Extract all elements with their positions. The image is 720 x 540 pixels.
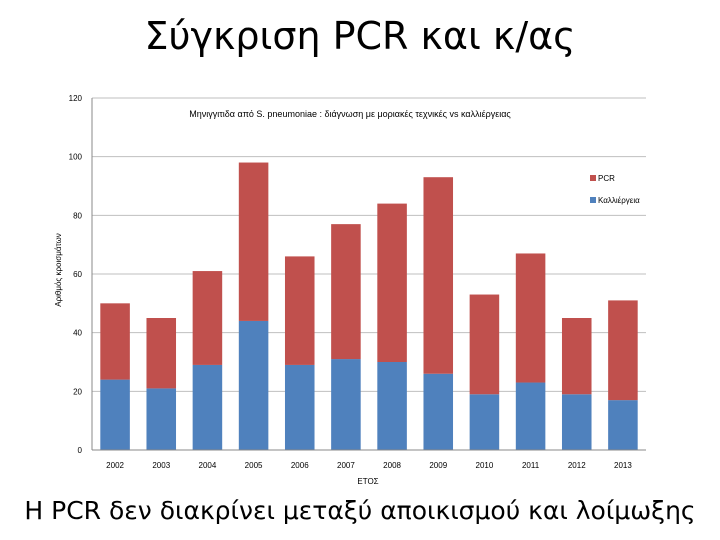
legend-swatch xyxy=(590,175,596,181)
y-axis-label: Αριθμός κροισμάτων xyxy=(54,233,63,307)
x-tick-label: 2011 xyxy=(522,461,540,470)
legend-swatch xyxy=(590,197,596,203)
y-tick-label: 120 xyxy=(69,94,83,103)
footer-caption: Η PCR δεν διακρίνει μεταξύ αποικισμού κα… xyxy=(24,496,696,525)
x-tick-label: 2005 xyxy=(245,461,263,470)
bar-pcr xyxy=(100,303,130,380)
bars xyxy=(100,162,638,450)
bar-culture xyxy=(608,400,638,450)
y-tick-label: 0 xyxy=(78,446,83,455)
bar-culture xyxy=(515,382,546,450)
x-tick-label: 2013 xyxy=(614,461,632,470)
legend-label: Καλλιέργεια xyxy=(598,196,640,205)
bar-culture xyxy=(284,364,315,450)
y-tick-label: 60 xyxy=(73,270,82,279)
chart: 0 20 40 60 80 100 120 2002 2003 2004 2005 2006 2007 2… xyxy=(54,94,646,486)
bar-culture xyxy=(561,394,592,450)
x-tick-label: 2004 xyxy=(199,461,217,470)
bar-pcr xyxy=(146,318,177,389)
x-tick-label: 2010 xyxy=(476,461,494,470)
bar-culture xyxy=(423,373,454,450)
bar-culture xyxy=(100,379,130,450)
x-tick-label: 2006 xyxy=(291,461,309,470)
bar-pcr xyxy=(469,294,500,395)
bar-culture xyxy=(377,362,407,450)
bar-pcr xyxy=(608,300,638,401)
legend-label: PCR xyxy=(598,174,615,183)
y-tick-label: 100 xyxy=(69,153,83,162)
bar-pcr xyxy=(561,318,592,395)
x-tick-label: 2008 xyxy=(383,461,401,470)
y-tick-label: 20 xyxy=(73,387,82,396)
bar-culture xyxy=(192,364,223,450)
bar-pcr xyxy=(238,162,269,321)
bar-culture xyxy=(331,359,361,450)
bar-pcr xyxy=(192,271,223,365)
bar-culture xyxy=(469,394,500,450)
x-tick-label: 2009 xyxy=(429,461,447,470)
x-tick-label: 2002 xyxy=(106,461,124,470)
x-axis-label: ΕΤΟΣ xyxy=(357,477,378,486)
x-tick-label: 2007 xyxy=(337,461,355,470)
bar-culture xyxy=(238,320,269,450)
bar-pcr xyxy=(331,224,361,360)
x-tick-label: 2012 xyxy=(568,461,586,470)
chart-title: Μηνιγγιτιδα από S. pneumoniae : διάγνωση… xyxy=(189,109,511,119)
bar-pcr xyxy=(284,256,315,365)
y-tick-label: 80 xyxy=(73,211,82,220)
x-tick-label: 2003 xyxy=(152,461,170,470)
bar-culture xyxy=(146,388,177,450)
bar-pcr xyxy=(377,203,407,362)
axes: 0 20 40 60 80 100 120 2002 2003 2004 2005 2006 2007 2… xyxy=(69,94,646,470)
y-tick-label: 40 xyxy=(73,329,82,338)
legend: PCR Καλλιέργεια xyxy=(590,174,640,205)
slide-title: Σύγκριση PCR και κ/ας xyxy=(144,14,576,58)
bar-pcr xyxy=(515,253,546,383)
bar-pcr xyxy=(423,177,454,374)
